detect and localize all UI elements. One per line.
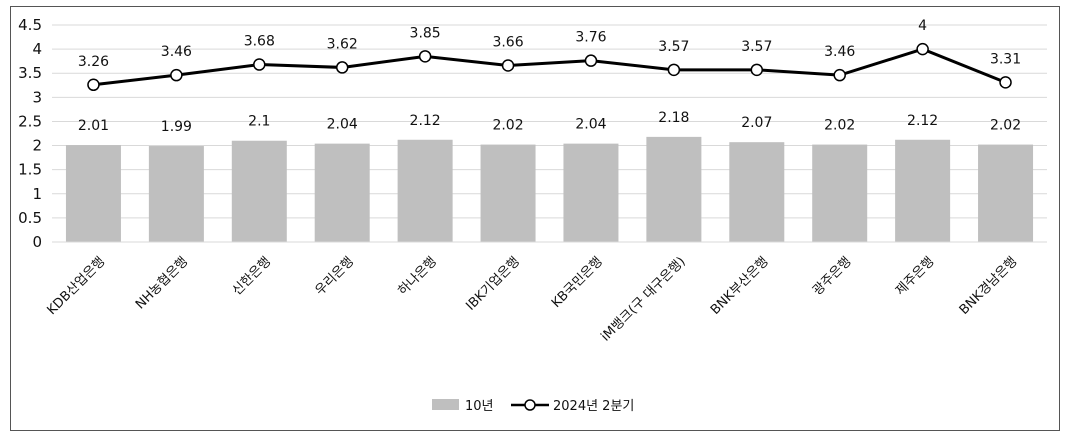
bar-data-label: 1.99 <box>161 119 192 135</box>
y-tick-label: 4 <box>32 40 42 58</box>
bar <box>231 140 287 242</box>
line-data-label: 3.46 <box>824 44 855 60</box>
x-tick-label: 신한은행 <box>229 254 274 299</box>
x-tick-label: NH농협은행 <box>132 254 191 313</box>
line-point <box>750 63 764 77</box>
line-point <box>667 63 681 77</box>
x-tick-label: 우리은행 <box>312 254 357 299</box>
line-data-label: 3.85 <box>410 25 441 41</box>
x-tick-label: BNK부산은행 <box>707 254 771 318</box>
line-point <box>87 78 100 92</box>
x-tick-label: 광주은행 <box>809 254 854 299</box>
line-data-label: 3.68 <box>244 34 275 50</box>
bar <box>480 144 536 242</box>
bar-data-label: 2.07 <box>741 115 772 131</box>
x-tick-label: 제주은행 <box>892 254 937 299</box>
y-tick-label: 1.5 <box>18 161 42 179</box>
y-tick-label: 3 <box>32 88 42 106</box>
line-point <box>999 76 1012 89</box>
y-tick-label: 2.5 <box>18 112 42 130</box>
line-point <box>916 42 929 56</box>
bar <box>314 143 370 242</box>
line-point <box>253 58 266 71</box>
bar-data-label: 2.02 <box>824 118 855 134</box>
bar-data-label: 2.18 <box>658 110 689 126</box>
bar <box>646 136 702 242</box>
line-data-label: 3.57 <box>658 39 689 55</box>
line-point <box>833 68 846 82</box>
x-tick-label: BNK경남은행 <box>956 254 1020 318</box>
legend-swatch-bar <box>432 399 459 410</box>
line-point <box>501 59 515 72</box>
bar-data-label: 2.01 <box>78 118 109 134</box>
bar-data-label: 2.02 <box>492 118 523 134</box>
series-line <box>93 47 1007 87</box>
legend-swatch-marker <box>524 399 536 411</box>
bar-data-label: 2.1 <box>248 114 270 130</box>
bar <box>812 144 868 242</box>
bar-data-label: 2.12 <box>907 113 938 129</box>
bar <box>563 143 619 242</box>
line-point <box>335 61 349 74</box>
bar-data-label: 2.12 <box>410 113 441 129</box>
x-tick-label: KB국민은행 <box>548 254 605 311</box>
x-tick-label: 하나은행 <box>395 254 440 299</box>
line-data-label: 3.57 <box>741 39 772 55</box>
line-point <box>170 68 183 82</box>
bar <box>65 145 121 242</box>
bar-data-label: 2.02 <box>990 118 1021 134</box>
line-point <box>584 54 598 67</box>
bar <box>148 146 204 242</box>
y-tick-label: 0.5 <box>18 209 42 227</box>
line-data-label: 3.76 <box>575 30 606 46</box>
bar-data-label: 2.04 <box>575 117 606 133</box>
bar <box>978 144 1034 242</box>
line-point <box>418 50 432 63</box>
line-data-label: 3.26 <box>78 54 109 70</box>
y-tick-label: 0 <box>32 233 42 251</box>
line-data-label: 3.62 <box>327 36 358 52</box>
line-data-label: 3.66 <box>492 35 523 51</box>
legend-label-bar: 10년 <box>465 399 494 414</box>
line-data-label: 3.31 <box>990 51 1021 67</box>
x-tick-label: IBK기업은행 <box>463 254 523 314</box>
line-data-label: 3.46 <box>161 44 192 60</box>
y-tick-label: 2 <box>32 137 42 155</box>
y-tick-label: 1 <box>32 185 42 203</box>
bar-data-label: 2.04 <box>327 117 358 133</box>
bar <box>729 142 785 242</box>
y-tick-label: 3.5 <box>18 64 42 82</box>
bar <box>397 139 453 242</box>
chart-frame <box>10 6 1060 431</box>
legend-label-line: 2024년 2분기 <box>553 399 634 414</box>
x-tick-label: KDB산업은행 <box>44 254 109 319</box>
y-tick-label: 4.5 <box>18 16 42 34</box>
bar <box>895 139 951 242</box>
line-data-label: 4 <box>918 18 927 34</box>
x-tick-label: iM뱅크(구 대구은행) <box>598 254 689 345</box>
